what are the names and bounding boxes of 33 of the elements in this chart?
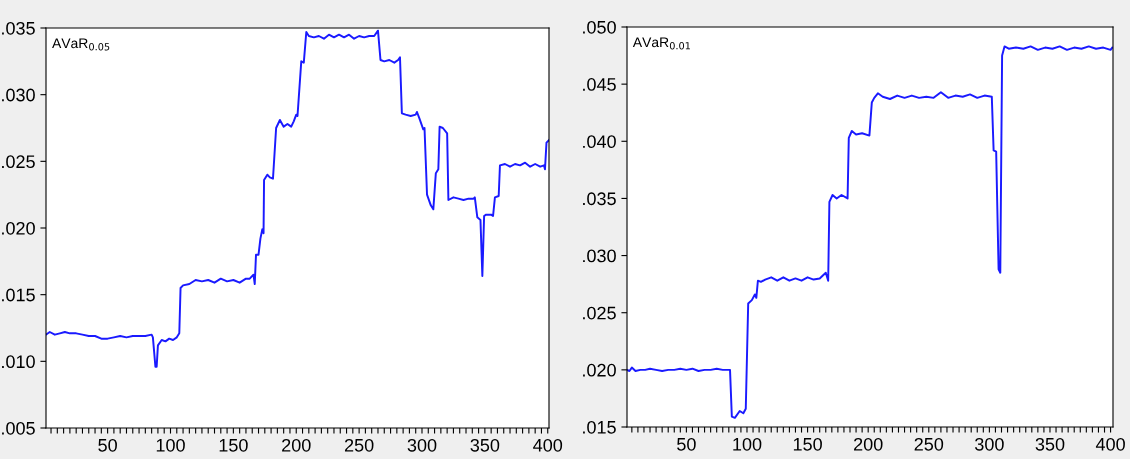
x-tick-label: 400 (533, 438, 563, 452)
y-tick-label: .035 (583, 192, 616, 206)
x-tick-label: 100 (156, 438, 185, 452)
y-tick-label: .020 (2, 221, 35, 235)
x-tick-label: 300 (975, 437, 1004, 451)
x-tick-label: 50 (677, 437, 696, 451)
y-tick-label: .025 (2, 155, 35, 169)
y-tick-label: .050 (583, 20, 616, 34)
y-tick-label: .045 (583, 78, 616, 91)
y-tick-label: .010 (2, 355, 35, 369)
x-tick-label: 250 (914, 437, 944, 451)
y-tick-label: .040 (583, 135, 616, 149)
x-tick-label: 250 (344, 438, 374, 452)
y-tick-label: .025 (583, 306, 616, 320)
y-tick-label: .030 (583, 249, 616, 263)
x-tick-label: 300 (407, 438, 437, 452)
x-tick-label: 400 (1095, 437, 1125, 451)
y-tick-label: .030 (2, 88, 35, 102)
annotation: AVaR$_{0.05}$ (52, 38, 110, 51)
y-tick-label: .015 (2, 288, 35, 302)
annotation: AVaR$_{0.01}$ (632, 37, 690, 50)
x-tick-label: 350 (470, 438, 500, 452)
x-tick-label: 50 (98, 438, 117, 452)
y-tick-label: .035 (2, 21, 35, 35)
y-tick-label: .015 (583, 420, 616, 434)
y-tick-label: .020 (583, 363, 616, 377)
x-tick-label: 200 (282, 438, 311, 452)
x-tick-label: 200 (854, 437, 883, 451)
x-tick-label: 100 (733, 437, 762, 451)
y-tick-label: .005 (2, 421, 35, 435)
x-tick-label: 150 (219, 438, 248, 452)
x-tick-label: 350 (1035, 437, 1065, 451)
x-tick-label: 150 (793, 437, 822, 451)
